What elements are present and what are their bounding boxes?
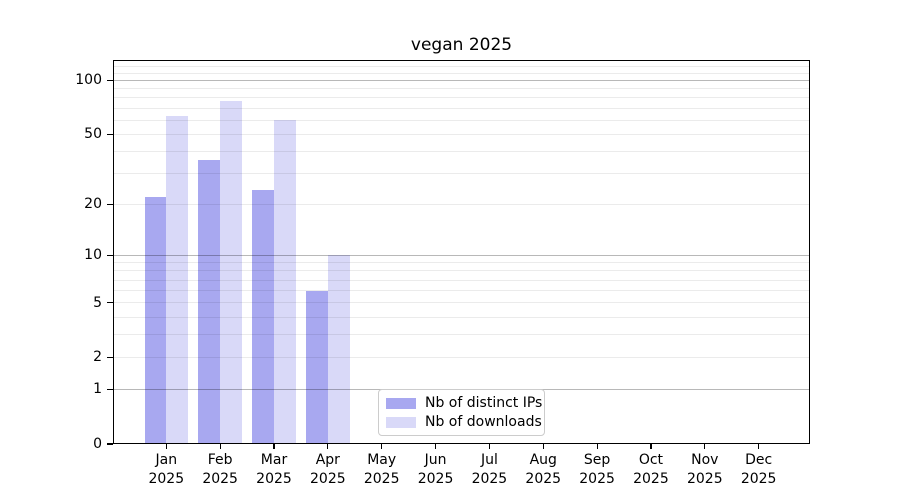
minor-gridline-30 <box>113 173 810 175</box>
minor-gridline-40 <box>113 150 810 152</box>
minor-gridline-110 <box>113 72 810 74</box>
legend: Nb of distinct IPs Nb of downloads <box>378 389 545 436</box>
minor-gridline-90 <box>113 88 810 90</box>
legend-entry-distinct-ips: Nb of distinct IPs <box>386 394 544 413</box>
minor-gridline-8 <box>113 270 810 272</box>
minor-gridline-6 <box>113 290 810 292</box>
y-tick-20 <box>107 203 113 205</box>
y-tick-label-100: 100 <box>75 72 102 89</box>
bar-distinct-ips-jan <box>144 197 167 444</box>
y-tick-label-20: 20 <box>84 196 102 213</box>
plot-area <box>113 60 810 444</box>
x-tick-jun <box>434 444 437 449</box>
minor-gridline-60 <box>113 119 810 121</box>
y-tick-5 <box>107 302 113 304</box>
x-tick-label-nov: Nov 2025 <box>686 452 723 487</box>
y-tick-label-50: 50 <box>84 126 102 143</box>
x-tick-label-apr: Apr 2025 <box>310 452 346 487</box>
y-tick-100 <box>107 79 113 82</box>
x-tick-label-feb: Feb 2025 <box>202 452 238 487</box>
y-tick-2 <box>107 356 113 359</box>
y-tick-label-10: 10 <box>84 247 102 264</box>
x-tick-jan <box>165 444 167 449</box>
minor-gridline-120 <box>113 65 810 67</box>
minor-gridline-3 <box>113 334 810 336</box>
bar-downloads-jan <box>166 116 189 444</box>
minor-gridline-70 <box>113 107 810 109</box>
bar-downloads-apr <box>327 255 350 444</box>
minor-gridline-80 <box>113 97 810 99</box>
x-tick-label-aug: Aug 2025 <box>525 452 562 487</box>
chart-title: vegan 2025 <box>410 35 513 55</box>
x-tick-label-oct: Oct 2025 <box>633 452 669 487</box>
x-tick-label-jan: Jan 2025 <box>148 452 185 487</box>
x-tick-label-dec: Dec 2025 <box>740 452 777 487</box>
y-tick-50 <box>107 133 113 135</box>
minor-gridline-4 <box>113 316 810 318</box>
bar-distinct-ips-apr <box>306 290 328 444</box>
y-tick-10 <box>107 254 113 256</box>
legend-label-distinct-ips: Nb of distinct IPs <box>425 394 543 411</box>
x-tick-mar <box>273 444 275 449</box>
x-tick-feb <box>219 444 221 449</box>
bar-distinct-ips-mar <box>252 190 274 444</box>
bar-downloads-feb <box>220 100 242 444</box>
x-tick-label-may: May 2025 <box>363 452 400 487</box>
major-gridline-10 <box>113 254 810 256</box>
x-tick-jul <box>488 444 490 449</box>
major-gridline-100 <box>113 79 810 81</box>
x-tick-apr <box>327 444 329 449</box>
legend-label-downloads: Nb of downloads <box>425 413 542 430</box>
y-tick-label-0: 0 <box>93 436 102 452</box>
x-tick-sep <box>596 444 598 449</box>
legend-swatch-distinct-ips <box>386 397 416 409</box>
x-tick-label-mar: Mar 2025 <box>256 452 292 487</box>
x-tick-oct <box>650 444 652 449</box>
bar-distinct-ips-feb <box>198 159 221 444</box>
x-tick-nov <box>704 444 706 449</box>
y-tick-0 <box>107 443 113 445</box>
y-tick-label-5: 5 <box>93 294 102 311</box>
minor-gridline-2 <box>113 356 810 358</box>
legend-entry-downloads: Nb of downloads <box>386 413 544 432</box>
x-tick-may <box>381 444 383 449</box>
minor-gridline-20 <box>113 203 810 205</box>
y-tick-label-1: 1 <box>93 381 102 398</box>
x-tick-label-jun: Jun 2025 <box>417 452 454 487</box>
minor-gridline-7 <box>113 279 810 281</box>
minor-gridline-9 <box>113 262 810 264</box>
x-tick-label-sep: Sep 2025 <box>579 452 615 487</box>
minor-gridline-50 <box>113 133 810 135</box>
x-tick-dec <box>758 444 760 449</box>
x-tick-aug <box>542 444 544 449</box>
y-tick-label-2: 2 <box>93 349 102 366</box>
legend-swatch-downloads <box>386 416 416 428</box>
bar-downloads-mar <box>274 120 296 444</box>
minor-gridline-5 <box>113 302 810 304</box>
y-tick-1 <box>107 388 113 390</box>
x-tick-label-jul: Jul 2025 <box>471 452 508 487</box>
